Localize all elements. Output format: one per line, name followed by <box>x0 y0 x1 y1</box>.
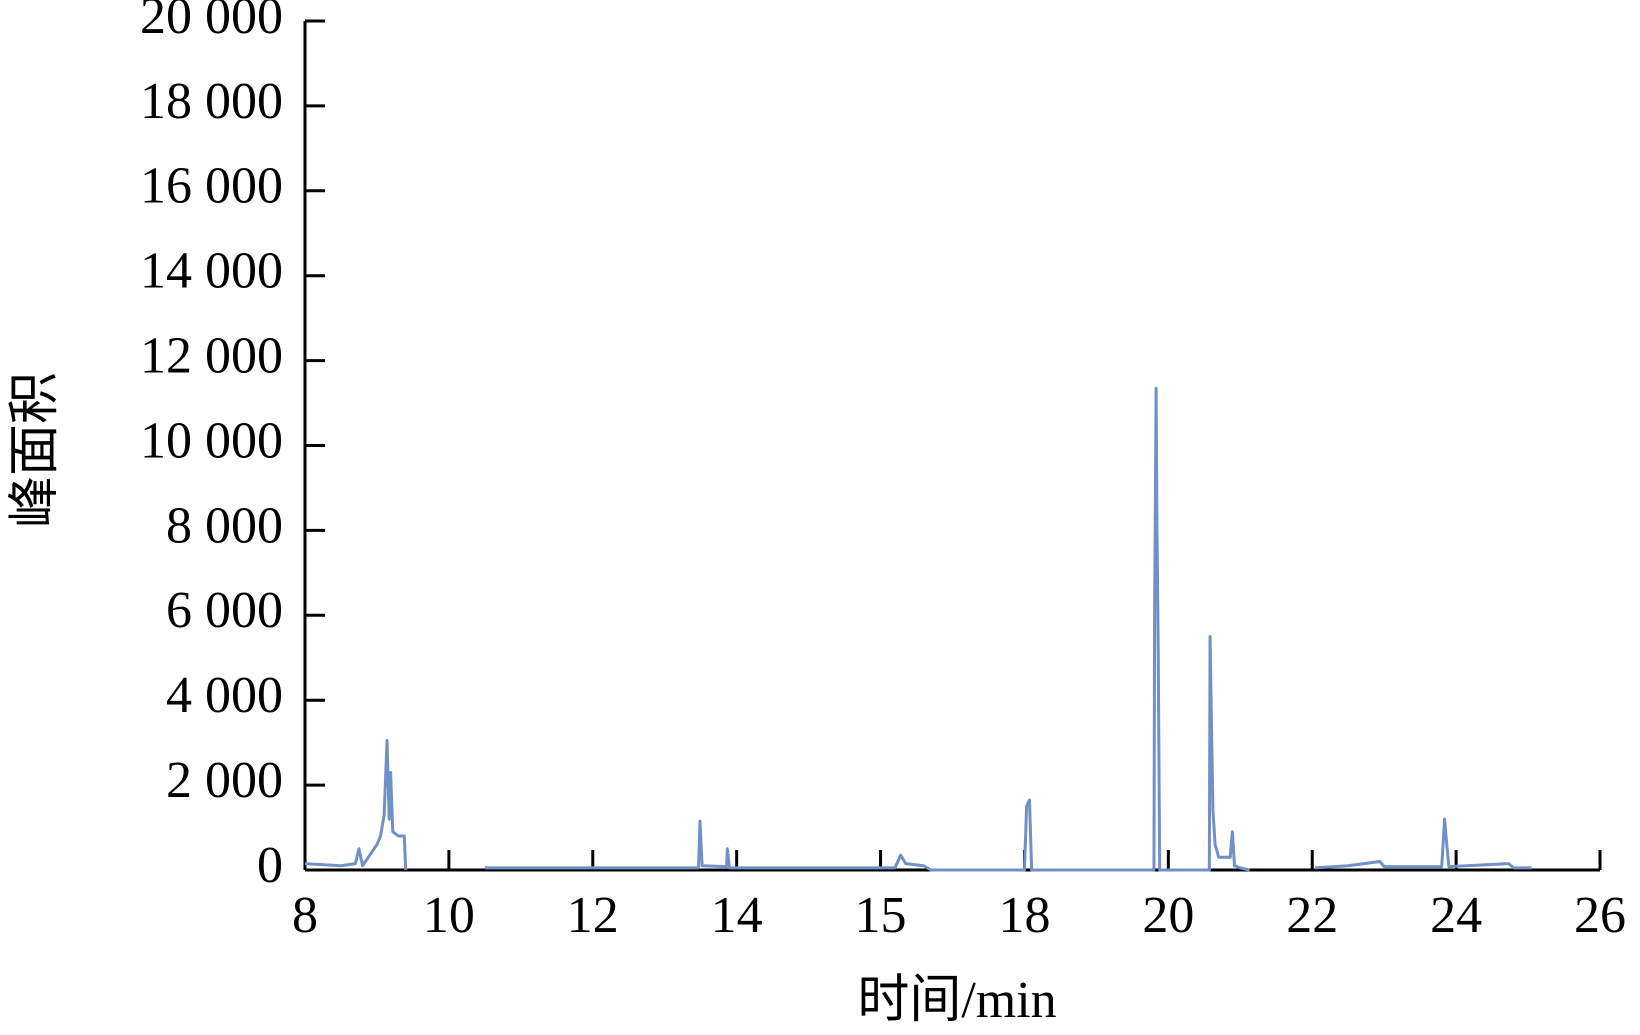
x-tick-label: 26 <box>1574 887 1626 944</box>
y-tick-label: 4 000 <box>166 667 283 724</box>
x-tick-label: 18 <box>998 887 1050 944</box>
x-tick-label: 20 <box>1142 887 1194 944</box>
y-tick-label: 10 000 <box>140 412 283 469</box>
y-tick-label: 14 000 <box>140 243 283 300</box>
y-tick-label: 16 000 <box>140 158 283 215</box>
line-series <box>304 386 1532 872</box>
y-tick-label: 6 000 <box>166 582 283 639</box>
x-tick-label: 22 <box>1286 887 1338 944</box>
x-tick-label: 15 <box>855 887 907 944</box>
x-tick-label: 8 <box>292 887 318 944</box>
x-tick-label: 12 <box>567 887 619 944</box>
y-tick-label: 8 000 <box>166 497 283 554</box>
y-axis-label: 峰面积 <box>7 372 64 528</box>
y-tick-label: 0 <box>257 837 283 894</box>
x-tick-label: 24 <box>1430 887 1482 944</box>
x-axis-label: 时间/min <box>857 972 1056 1029</box>
y-tick-label: 20 000 <box>140 0 283 45</box>
y-tick-label: 12 000 <box>140 328 283 385</box>
y-tick-label: 2 000 <box>166 752 283 809</box>
x-tick-label: 14 <box>711 887 763 944</box>
y-tick-label: 18 000 <box>140 73 283 130</box>
x-tick-label: 10 <box>423 887 475 944</box>
